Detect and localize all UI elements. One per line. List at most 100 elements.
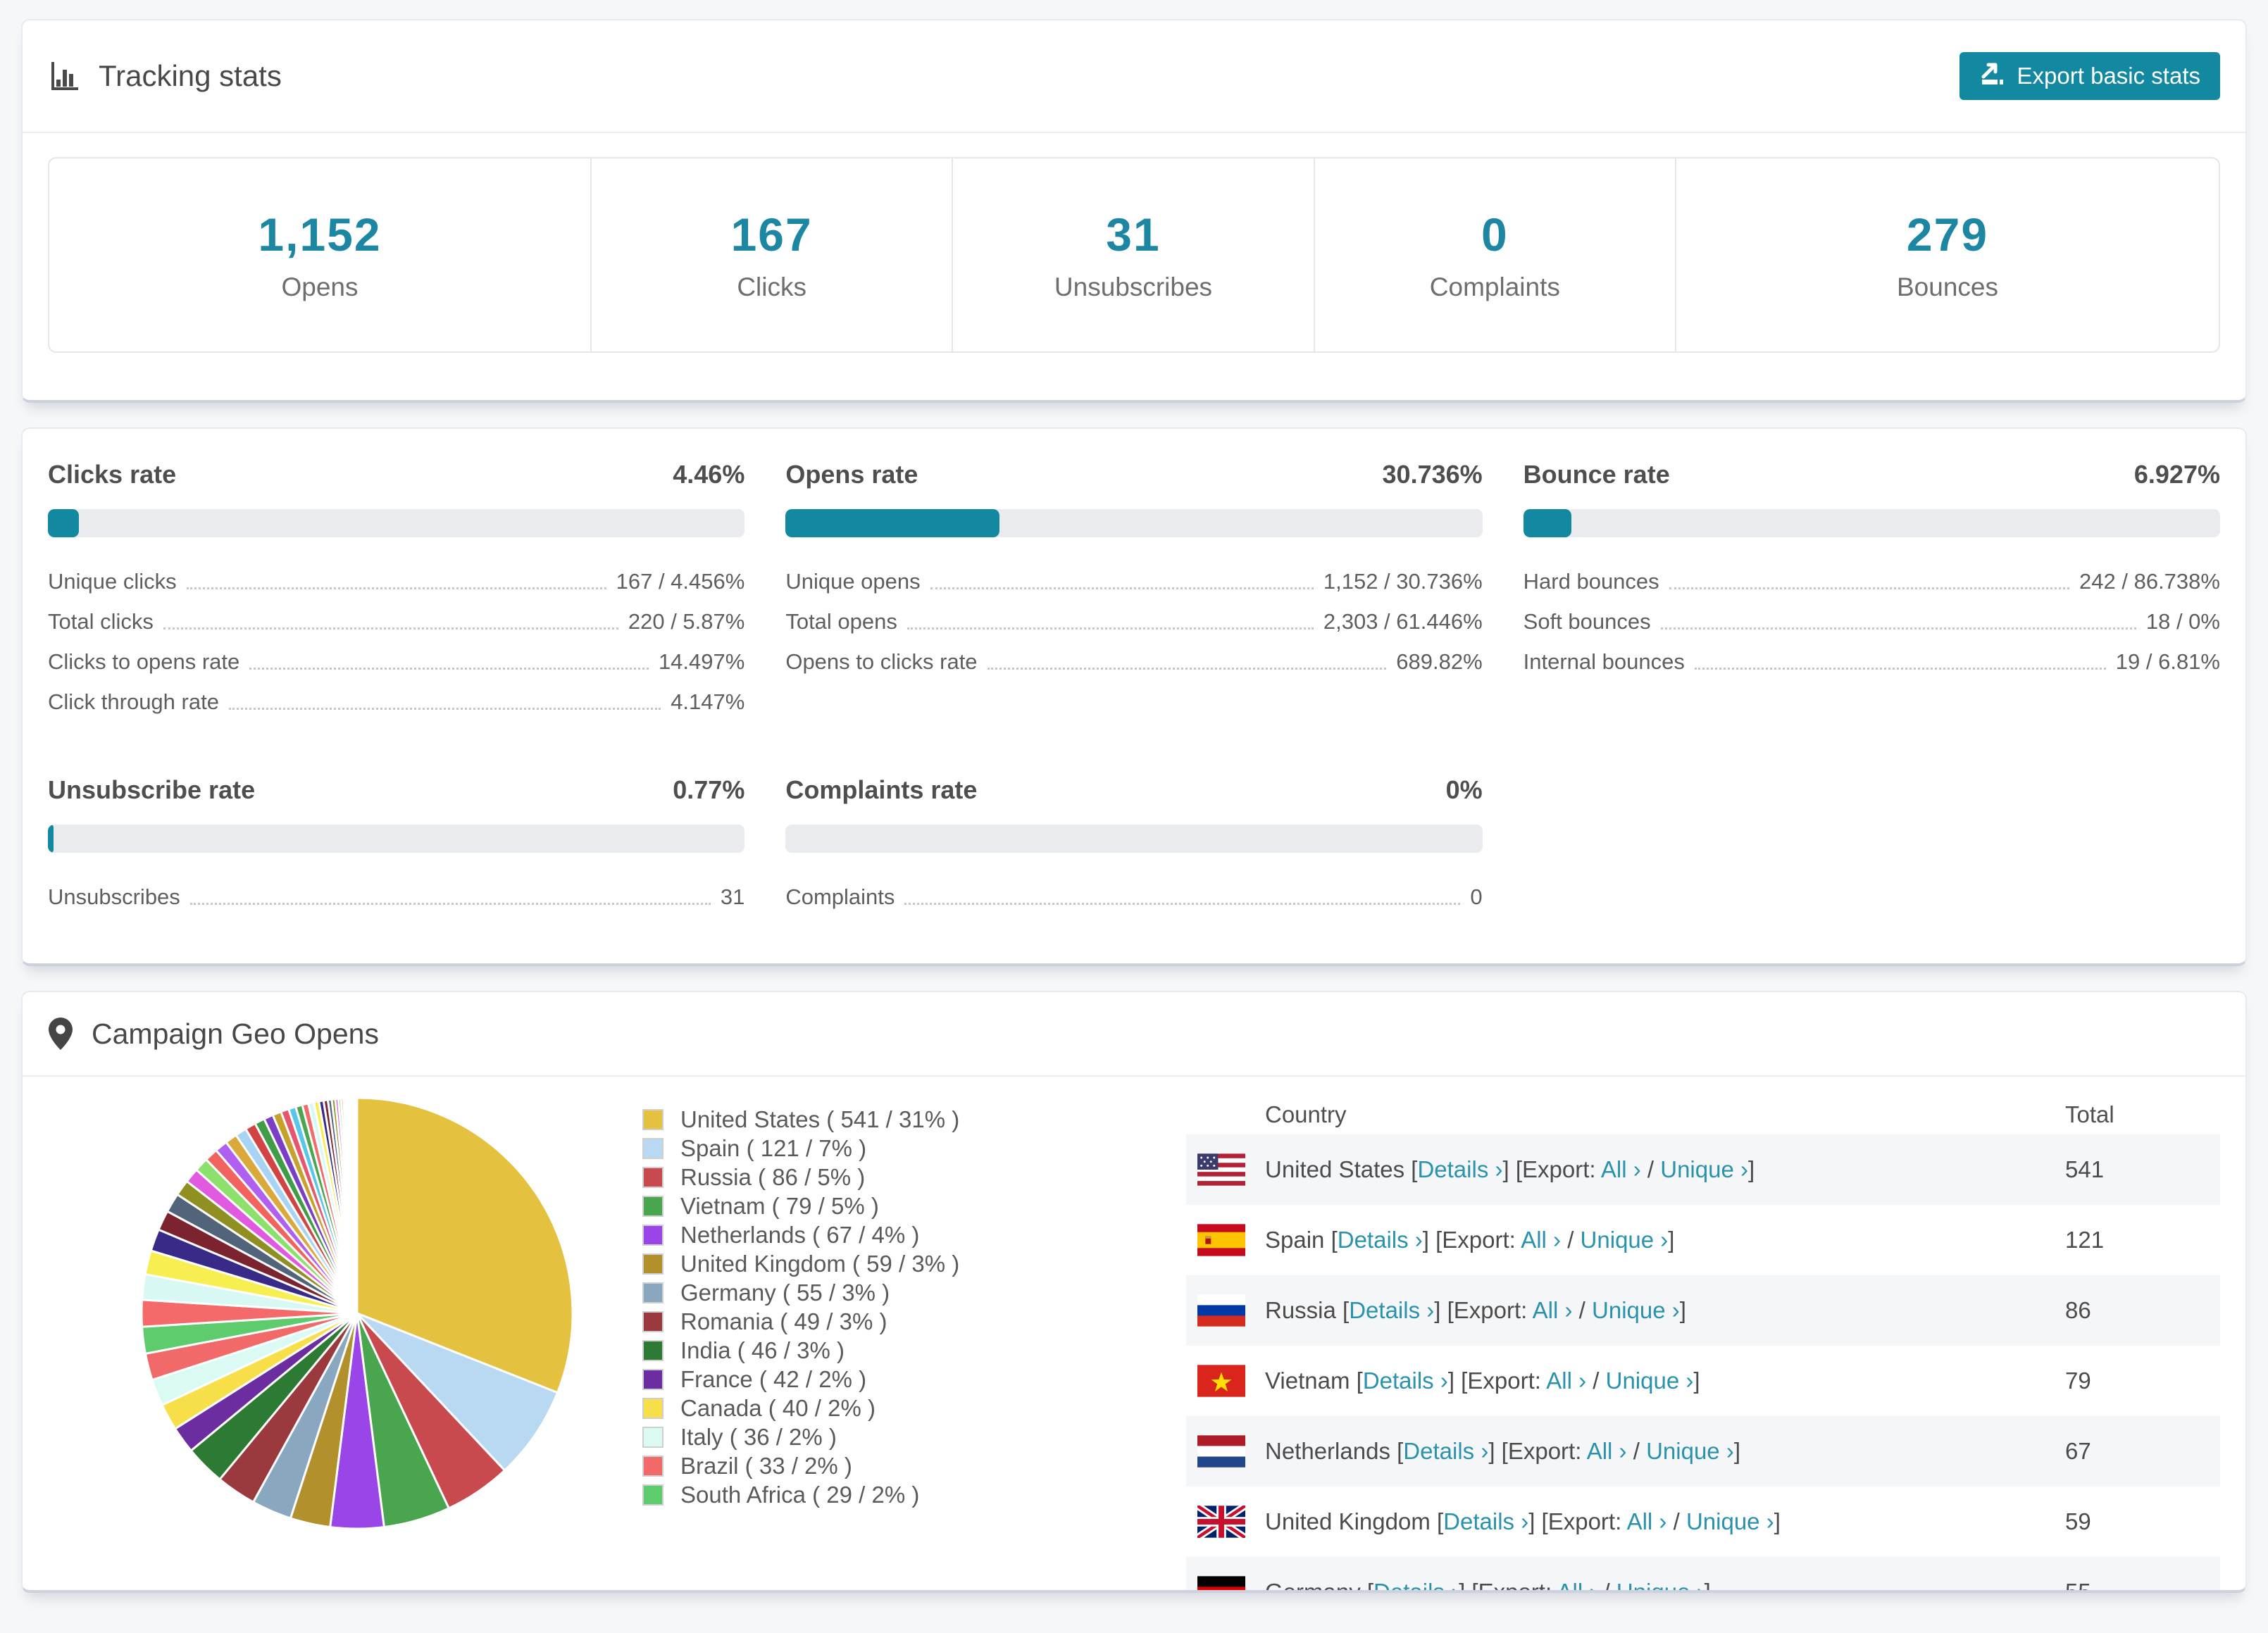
geo-table-header: Country Total (1186, 1095, 2220, 1134)
export-button-label: Export basic stats (2017, 63, 2200, 89)
legend-label: Spain ( 121 / 7% ) (680, 1135, 866, 1162)
complaints-count: 0 (1481, 208, 1509, 261)
export-all-link[interactable]: All › (1546, 1368, 1586, 1394)
clicks-count: 167 (731, 208, 813, 261)
dotted-leader (930, 587, 1314, 589)
rate-detail-value: 689.82% (1396, 649, 1482, 675)
export-all-link[interactable]: All › (1521, 1227, 1561, 1253)
total-cell: 86 (2044, 1297, 2220, 1324)
legend-swatch (642, 1109, 663, 1130)
legend-item: Netherlands ( 67 / 4% ) (642, 1220, 1065, 1249)
tracking-stats-title: Tracking stats (99, 59, 282, 93)
table-row: Spain [Details ›] [Export: All › / Uniqu… (1186, 1205, 2220, 1275)
legend-swatch (642, 1225, 663, 1246)
geo-header: Campaign Geo Opens (23, 992, 2245, 1077)
export-basic-stats-button[interactable]: Export basic stats (1959, 52, 2220, 100)
legend-item: United Kingdom ( 59 / 3% ) (642, 1249, 1065, 1278)
total-column-header: Total (2044, 1101, 2220, 1128)
rate-detail-label: Soft bounces (1524, 609, 1651, 634)
export-all-link[interactable]: All › (1601, 1156, 1641, 1182)
dotted-leader (1661, 627, 2136, 630)
country-links: United States [Details ›] [Export: All ›… (1265, 1156, 1755, 1183)
legend-label: Italy ( 36 / 2% ) (680, 1424, 837, 1451)
geo-table: Country Total United States [Details ›] … (1186, 1095, 2220, 1593)
us-flag-icon (1197, 1153, 1245, 1186)
country-links: United Kingdom [Details ›] [Export: All … (1265, 1508, 1781, 1535)
export-all-link[interactable]: All › (1587, 1438, 1627, 1464)
dotted-leader (163, 627, 618, 630)
country-cell: Netherlands [Details ›] [Export: All › /… (1186, 1435, 2044, 1468)
unsubscribes-label: Unsubscribes (1054, 273, 1212, 302)
export-unique-link[interactable]: Unique › (1592, 1297, 1680, 1323)
legend-item: Germany ( 55 / 3% ) (642, 1278, 1065, 1307)
country-cell: United Kingdom [Details ›] [Export: All … (1186, 1506, 2044, 1538)
table-row: Russia [Details ›] [Export: All › / Uniq… (1186, 1275, 2220, 1346)
legend-label: Russia ( 86 / 5% ) (680, 1164, 865, 1191)
ru-flag-icon (1197, 1294, 1245, 1327)
bounces-label: Bounces (1897, 273, 1998, 302)
stats-summary-row: 1,152 Opens 167 Clicks 31 Unsubscribes 0… (48, 157, 2220, 353)
details-link[interactable]: Details › (1443, 1508, 1528, 1534)
legend-label: Canada ( 40 / 2% ) (680, 1395, 876, 1422)
clicks-rate-bar (48, 509, 744, 537)
country-links: Netherlands [Details ›] [Export: All › /… (1265, 1438, 1740, 1465)
tracking-stats-panel: Tracking stats Export basic stats 1,152 … (21, 19, 2247, 403)
legend-label: United States ( 541 / 31% ) (680, 1106, 959, 1133)
legend-swatch (642, 1311, 663, 1332)
rate-detail-value: 0 (1470, 884, 1482, 910)
rate-detail-label: Hard bounces (1524, 569, 1659, 594)
dotted-leader (987, 668, 1387, 670)
export-unique-link[interactable]: Unique › (1660, 1156, 1748, 1182)
clicks-label: Clicks (737, 273, 806, 302)
legend-item: India ( 46 / 3% ) (642, 1336, 1065, 1365)
stat-unsubscribes: 31 Unsubscribes (953, 158, 1314, 351)
details-link[interactable]: Details › (1417, 1156, 1502, 1182)
details-link[interactable]: Details › (1373, 1579, 1459, 1593)
opens-rate-bar (785, 509, 1482, 537)
geo-legend: United States ( 541 / 31% )Spain ( 121 /… (642, 1095, 1065, 1509)
country-name: Vietnam (1265, 1368, 1357, 1394)
rate-detail-value: 19 / 6.81% (2116, 649, 2220, 675)
country-links: Vietnam [Details ›] [Export: All › / Uni… (1265, 1368, 1700, 1394)
export-all-link[interactable]: All › (1533, 1297, 1573, 1323)
export-unique-link[interactable]: Unique › (1606, 1368, 1694, 1394)
rate-detail-value: 14.497% (659, 649, 744, 675)
table-row: Germany [Details ›] [Export: All › / Uni… (1186, 1557, 2220, 1593)
export-unique-link[interactable]: Unique › (1581, 1227, 1669, 1253)
bounce-rate-bar (1524, 509, 2220, 537)
rate-detail-value: 242 / 86.738% (2079, 569, 2220, 594)
legend-swatch (642, 1340, 663, 1361)
export-all-link[interactable]: All › (1627, 1508, 1667, 1534)
map-pin-icon (48, 1017, 73, 1051)
export-all-link[interactable]: All › (1557, 1579, 1597, 1593)
details-link[interactable]: Details › (1338, 1227, 1423, 1253)
campaign-geo-opens-panel: Campaign Geo Opens United States ( 541 /… (21, 991, 2247, 1593)
legend-label: Germany ( 55 / 3% ) (680, 1280, 890, 1306)
legend-label: India ( 46 / 3% ) (680, 1337, 845, 1364)
details-link[interactable]: Details › (1403, 1438, 1488, 1464)
bounces-count: 279 (1907, 208, 1988, 261)
opens-label: Opens (281, 273, 358, 302)
legend-swatch (642, 1253, 663, 1275)
export-unique-link[interactable]: Unique › (1686, 1508, 1774, 1534)
legend-swatch (642, 1167, 663, 1188)
legend-swatch (642, 1456, 663, 1477)
export-unique-link[interactable]: Unique › (1616, 1579, 1705, 1593)
dotted-leader (249, 668, 649, 670)
complaints-rate-bar (785, 825, 1482, 853)
export-unique-link[interactable]: Unique › (1646, 1438, 1734, 1464)
details-link[interactable]: Details › (1349, 1297, 1434, 1323)
dotted-leader (187, 587, 606, 589)
export-label: Export: (1522, 1156, 1601, 1182)
opens-rate-value: 30.736% (1383, 460, 1483, 489)
country-column-header: Country (1186, 1101, 2044, 1128)
country-cell: United States [Details ›] [Export: All ›… (1186, 1153, 2044, 1186)
details-link[interactable]: Details › (1363, 1368, 1448, 1394)
